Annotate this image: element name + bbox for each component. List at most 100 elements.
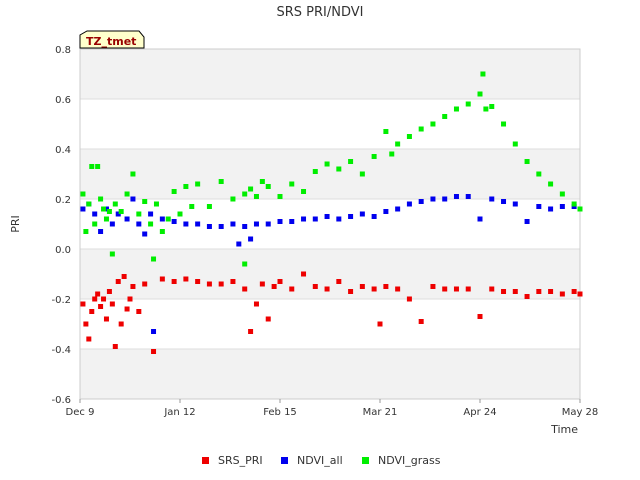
point-NDVI_grass — [406, 134, 412, 139]
point-NDVI_all — [548, 206, 554, 212]
point-SRS_PRI — [524, 294, 530, 299]
point-NDVI_grass — [106, 209, 112, 214]
point-SRS_PRI — [83, 321, 89, 327]
x-tick-label: Dec 9 — [66, 407, 95, 418]
band-2 — [80, 249, 580, 299]
x-tick-label: Feb 15 — [263, 407, 297, 418]
point-SRS_PRI — [559, 291, 565, 297]
point-SRS_PRI — [277, 279, 283, 284]
point-NDVI_all — [124, 216, 130, 222]
y-tick-label: -0.4 — [51, 345, 71, 356]
point-NDVI_grass — [301, 189, 307, 194]
y-tick-label: 0.0 — [55, 245, 71, 256]
point-SRS_PRI — [336, 279, 342, 284]
point-NDVI_all — [559, 204, 565, 209]
point-NDVI_all — [324, 214, 330, 219]
point-NDVI_grass — [248, 186, 254, 192]
point-SRS_PRI — [312, 284, 318, 289]
point-SRS_PRI — [271, 284, 277, 289]
point-NDVI_all — [406, 201, 412, 207]
point-NDVI_grass — [477, 91, 483, 97]
point-NDVI_grass — [559, 191, 565, 197]
point-NDVI_all — [98, 229, 104, 234]
x-tick-label: Jan 12 — [163, 407, 195, 418]
point-SRS_PRI — [377, 321, 383, 327]
point-SRS_PRI — [501, 289, 507, 294]
point-SRS_PRI — [106, 289, 112, 294]
plot-bands — [80, 49, 580, 399]
point-NDVI_grass — [89, 164, 95, 169]
point-NDVI_grass — [206, 204, 212, 209]
point-NDVI_grass — [177, 211, 183, 217]
point-SRS_PRI — [289, 286, 295, 292]
point-NDVI_grass — [109, 251, 115, 257]
point-SRS_PRI — [130, 284, 136, 289]
point-NDVI_all — [230, 221, 236, 227]
point-NDVI_all — [383, 209, 389, 214]
point-SRS_PRI — [121, 274, 127, 279]
point-NDVI_all — [265, 221, 271, 227]
point-SRS_PRI — [124, 306, 130, 312]
point-SRS_PRI — [512, 289, 518, 294]
point-SRS_PRI — [118, 321, 124, 327]
x-axis-label: Time — [550, 423, 578, 436]
point-NDVI_grass — [171, 189, 177, 194]
point-SRS_PRI — [395, 286, 401, 292]
x-tick-label: Apr 24 — [463, 407, 496, 418]
point-NDVI_grass — [524, 159, 530, 164]
point-SRS_PRI — [348, 289, 354, 294]
x-tick-label: May 28 — [562, 407, 599, 418]
point-NDVI_grass — [112, 201, 118, 207]
point-SRS_PRI — [418, 319, 424, 324]
point-NDVI_all — [524, 219, 530, 224]
point-NDVI_grass — [348, 159, 354, 164]
badge-label: TZ_tmet — [86, 35, 136, 48]
point-SRS_PRI — [406, 296, 412, 302]
x-tick-labels: Dec 9 Jan 12 Feb 15 Mar 21 Apr 24 May 28 — [66, 399, 599, 418]
station-badge: TZ_tmet — [79, 30, 145, 49]
point-SRS_PRI — [577, 291, 583, 297]
y-tick-label: 0.4 — [55, 145, 71, 156]
point-NDVI_grass — [259, 179, 265, 184]
point-NDVI_all — [159, 216, 165, 222]
point-NDVI_all — [371, 214, 377, 219]
point-NDVI_grass — [195, 181, 201, 187]
point-SRS_PRI — [242, 286, 248, 292]
y-tick-label: -0.6 — [51, 395, 71, 406]
legend-item-NDVI_all: NDVI_all — [281, 454, 343, 467]
point-NDVI_all — [501, 199, 507, 204]
y-tick-labels: -0.6 -0.4 -0.2 0.0 0.2 0.4 0.6 0.8 — [51, 45, 71, 406]
point-NDVI_grass — [383, 129, 389, 134]
point-NDVI_all — [253, 221, 259, 227]
point-NDVI_all — [136, 221, 142, 227]
point-NDVI_grass — [548, 181, 554, 187]
series-NDVI_all — [80, 194, 583, 334]
point-NDVI_all — [418, 199, 424, 204]
legend-swatch — [362, 457, 369, 464]
point-SRS_PRI — [115, 279, 121, 284]
point-SRS_PRI — [206, 281, 212, 287]
y-axis-label: PRI — [9, 215, 22, 233]
point-NDVI_grass — [80, 191, 86, 197]
series-NDVI_grass — [80, 71, 583, 267]
point-SRS_PRI — [151, 349, 157, 354]
point-NDVI_grass — [536, 171, 542, 177]
point-SRS_PRI — [103, 316, 109, 322]
point-SRS_PRI — [430, 284, 436, 289]
point-SRS_PRI — [218, 281, 224, 287]
point-NDVI_all — [171, 219, 177, 224]
point-NDVI_grass — [289, 181, 295, 187]
point-SRS_PRI — [183, 276, 189, 282]
point-SRS_PRI — [98, 304, 104, 309]
point-NDVI_all — [109, 221, 115, 227]
point-NDVI_all — [442, 196, 448, 202]
point-SRS_PRI — [92, 296, 98, 302]
point-NDVI_grass — [442, 114, 448, 119]
point-NDVI_grass — [98, 196, 104, 202]
point-NDVI_grass — [312, 169, 318, 174]
point-NDVI_all — [465, 194, 471, 199]
point-NDVI_grass — [577, 206, 583, 212]
point-NDVI_grass — [103, 216, 109, 222]
point-SRS_PRI — [86, 336, 92, 342]
